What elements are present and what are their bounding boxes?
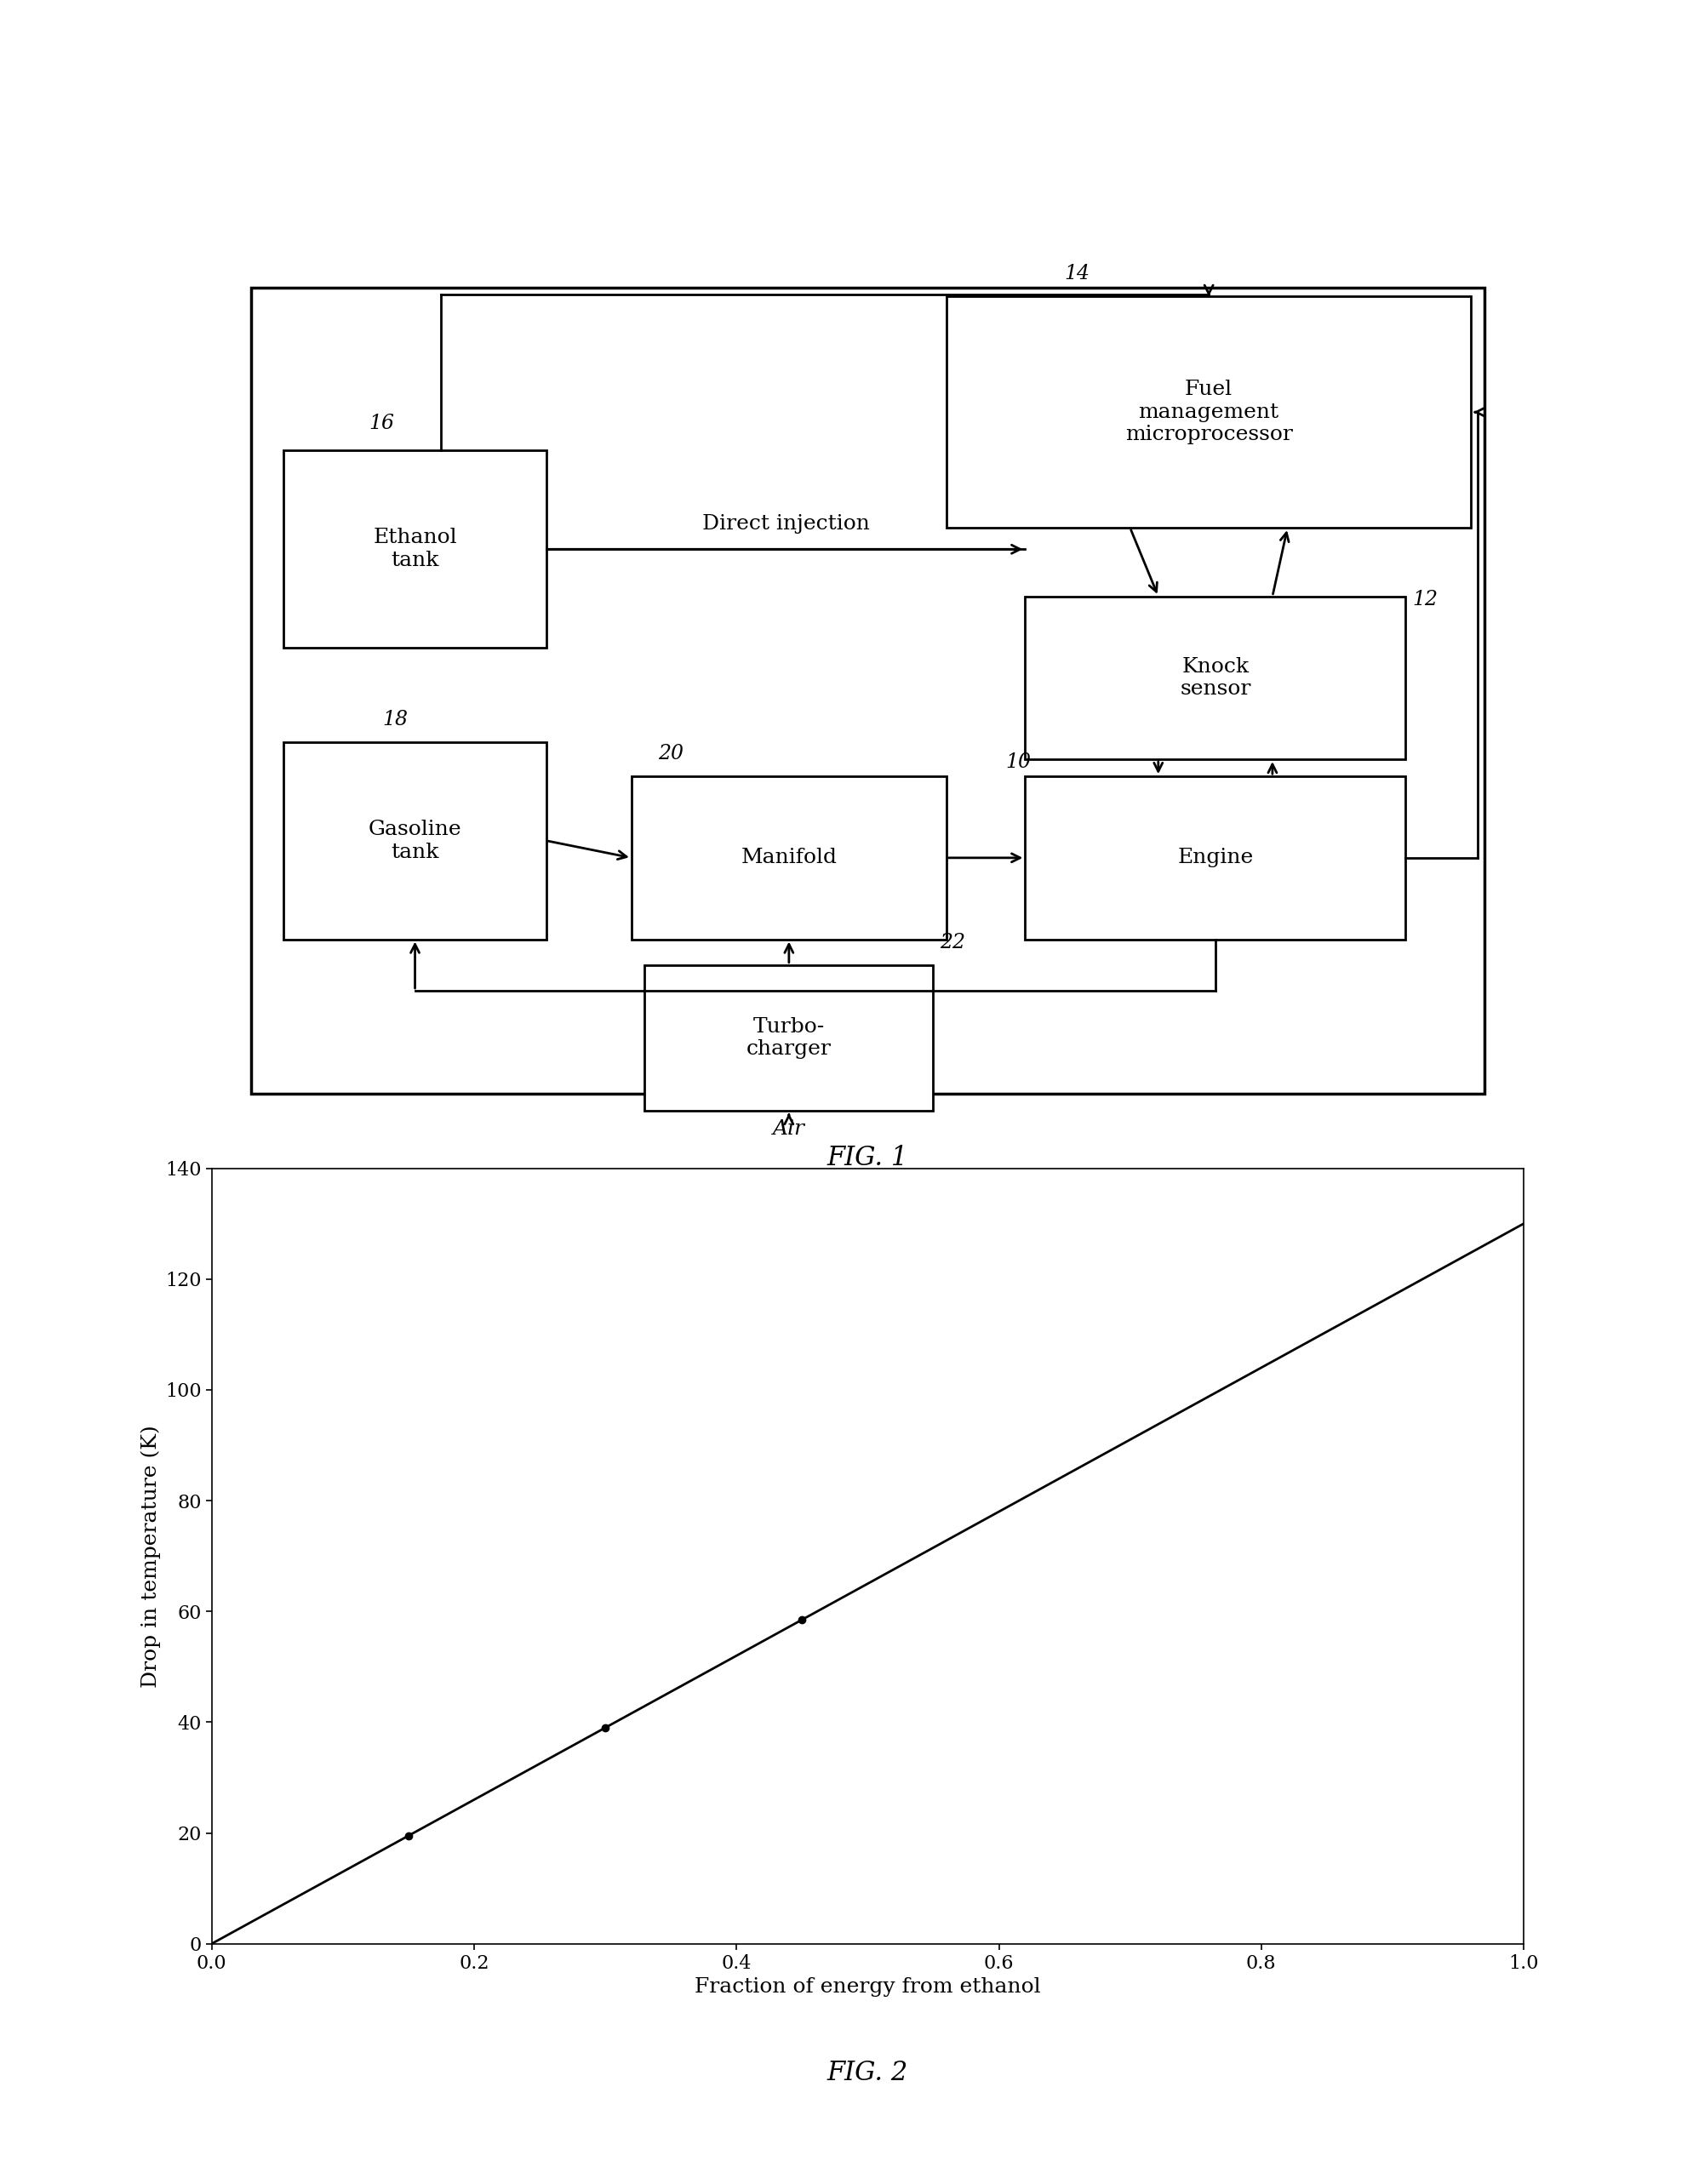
Bar: [1026, 775, 1405, 939]
Text: Manifold: Manifold: [742, 847, 836, 867]
X-axis label: Fraction of energy from ethanol: Fraction of energy from ethanol: [694, 1977, 1041, 1996]
Text: Air: Air: [772, 1118, 806, 1138]
Text: 18: 18: [383, 710, 408, 729]
Text: Ethanol
tank: Ethanol tank: [372, 529, 457, 570]
Text: FIG. 2: FIG. 2: [828, 2060, 907, 2086]
Bar: [284, 450, 547, 649]
Bar: [631, 775, 946, 939]
Text: Gasoline
tank: Gasoline tank: [369, 819, 462, 863]
Text: Turbo-
charger: Turbo- charger: [747, 1018, 831, 1059]
Text: 20: 20: [657, 745, 684, 764]
Bar: [645, 965, 933, 1112]
Text: Knock
sensor: Knock sensor: [1180, 657, 1251, 699]
Text: 12: 12: [1412, 590, 1437, 609]
Text: 22: 22: [940, 933, 965, 952]
Text: FIG. 1: FIG. 1: [828, 1144, 907, 1171]
Text: 16: 16: [369, 415, 394, 432]
Text: Engine: Engine: [1177, 847, 1253, 867]
Y-axis label: Drop in temperature (K): Drop in temperature (K): [141, 1424, 161, 1688]
Text: 14: 14: [1065, 264, 1090, 284]
Text: Direct injection: Direct injection: [703, 513, 870, 533]
Bar: [284, 743, 547, 939]
Text: Fuel
management
microprocessor: Fuel management microprocessor: [1126, 380, 1292, 446]
Text: 10: 10: [1006, 753, 1031, 773]
Bar: [1026, 596, 1405, 760]
Bar: [946, 297, 1471, 529]
